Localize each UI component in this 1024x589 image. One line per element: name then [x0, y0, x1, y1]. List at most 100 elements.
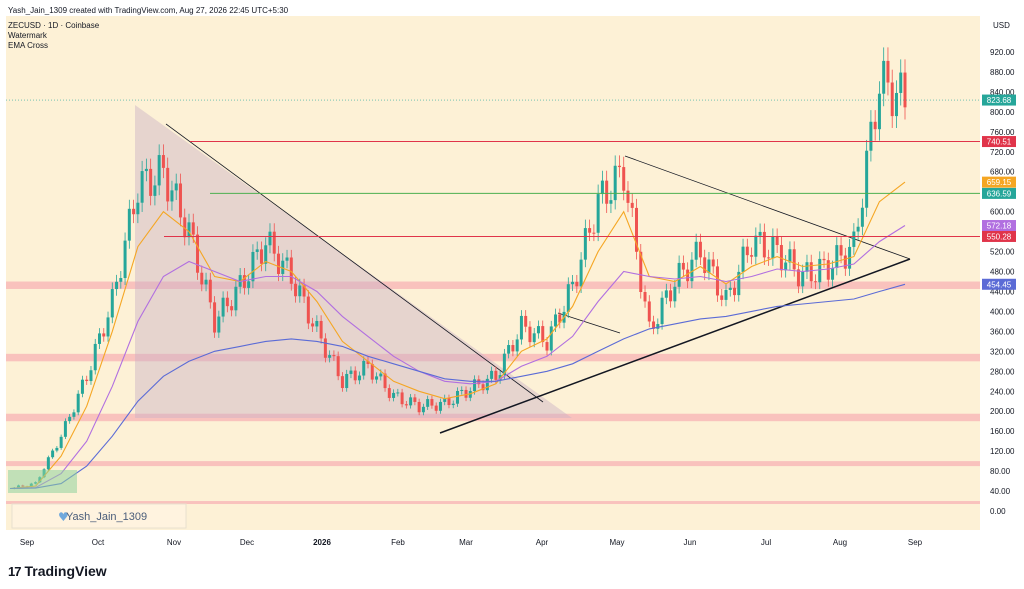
y-tick-label: 40.00: [990, 487, 1011, 496]
candle-up: [660, 297, 664, 325]
candle-down: [792, 249, 796, 270]
candle-up: [882, 60, 886, 94]
candle-up: [76, 393, 80, 413]
candle-down: [681, 262, 685, 270]
candle-up: [673, 286, 677, 302]
tradingview-logo[interactable]: 17 TradingView: [8, 563, 107, 579]
candle-up: [579, 259, 583, 287]
candle-down: [903, 72, 907, 108]
ema-line: [9, 181, 906, 490]
candle-down: [698, 241, 702, 258]
price-label-box: [982, 187, 1016, 199]
candle-down: [652, 321, 656, 329]
candle-up: [507, 345, 511, 354]
candle-down: [762, 231, 766, 258]
ema-line: [9, 283, 906, 490]
candle-down: [558, 314, 562, 323]
candle-down: [102, 333, 106, 337]
candle-down: [302, 285, 306, 297]
candle-down: [617, 165, 621, 168]
candle-down: [647, 301, 651, 322]
candle-down: [839, 245, 843, 256]
candle-up: [46, 457, 50, 470]
candle-down: [149, 168, 153, 196]
candle-up: [153, 185, 157, 196]
y-tick-label: 0.00: [990, 507, 1006, 516]
candle-up: [554, 314, 558, 327]
candle-down: [430, 399, 434, 406]
candle-up: [127, 208, 131, 241]
candle-up: [93, 343, 97, 371]
candle-down: [511, 345, 515, 352]
y-tick-label: 800.00: [990, 108, 1015, 117]
triangle-upper-trendline[interactable]: [624, 155, 911, 260]
y-tick-label: 160.00: [990, 427, 1015, 436]
candle-down: [843, 255, 847, 269]
support-resistance-zone: [6, 413, 980, 422]
candle-down: [703, 257, 707, 274]
indicator-ema-cross[interactable]: EMA Cross: [8, 41, 49, 50]
time-axis[interactable]: [6, 530, 980, 550]
candle-up: [247, 281, 251, 288]
candle-up: [285, 257, 289, 261]
candle-up: [571, 281, 575, 285]
candle-up: [788, 249, 792, 263]
candle-up: [328, 355, 332, 358]
candle-down: [635, 207, 638, 252]
x-tick-label: Sep: [20, 538, 35, 547]
symbol-line[interactable]: ZECUSD · 1D · Coinbase: [8, 21, 100, 30]
y-tick-label: 440.00: [990, 287, 1015, 296]
y-tick-label: 480.00: [990, 268, 1015, 277]
candle-up: [68, 416, 72, 422]
descending-trendline[interactable]: [165, 123, 544, 403]
candle-up: [490, 370, 494, 379]
candle-up: [110, 289, 114, 318]
candle-up: [409, 397, 413, 406]
candle-up: [144, 168, 148, 172]
candle-down: [733, 287, 737, 296]
indicator-watermark[interactable]: Watermark: [8, 31, 47, 40]
candle-up: [690, 259, 694, 282]
y-tick-label: 680.00: [990, 168, 1015, 177]
accumulation-box: [8, 470, 77, 493]
watermark-heart-icon: ♥: [58, 510, 69, 524]
support-resistance-zone: [6, 353, 980, 362]
ema-line: [9, 225, 906, 490]
price-label-box: [982, 136, 1016, 148]
currency-label: USD: [993, 21, 1010, 30]
candle-up: [106, 317, 110, 337]
candle-down: [826, 260, 830, 280]
candle-up: [123, 240, 127, 279]
candle-up: [485, 378, 489, 391]
candle-up: [536, 326, 540, 334]
price-label-box: [982, 220, 1016, 232]
candle-up: [609, 200, 613, 204]
candle-down: [630, 202, 634, 208]
y-tick-label: 840.00: [990, 88, 1015, 97]
x-tick-label: Nov: [167, 538, 181, 547]
candle-up: [532, 333, 536, 343]
candle-down: [545, 342, 549, 351]
x-tick-label: Jun: [684, 538, 697, 547]
y-tick-label: 80.00: [990, 467, 1011, 476]
candle-up: [392, 392, 396, 398]
candle-down: [890, 82, 894, 117]
candle-down: [494, 370, 498, 380]
x-tick-label: Sep: [908, 538, 923, 547]
candle-up: [136, 202, 140, 215]
candle-down: [183, 217, 187, 238]
candle-down: [767, 257, 771, 259]
price-label-box: [982, 94, 1016, 106]
candle-down: [311, 323, 315, 327]
ascending-trendline[interactable]: [439, 258, 911, 434]
candle-up: [396, 392, 400, 394]
candle-down: [323, 338, 327, 358]
candle-up: [375, 376, 379, 380]
candle-up: [89, 370, 93, 382]
candle-up: [221, 297, 225, 317]
y-tick-label: 280.00: [990, 367, 1015, 376]
candle-up: [899, 72, 903, 93]
candle-down: [353, 370, 357, 381]
candle-down: [779, 245, 783, 271]
